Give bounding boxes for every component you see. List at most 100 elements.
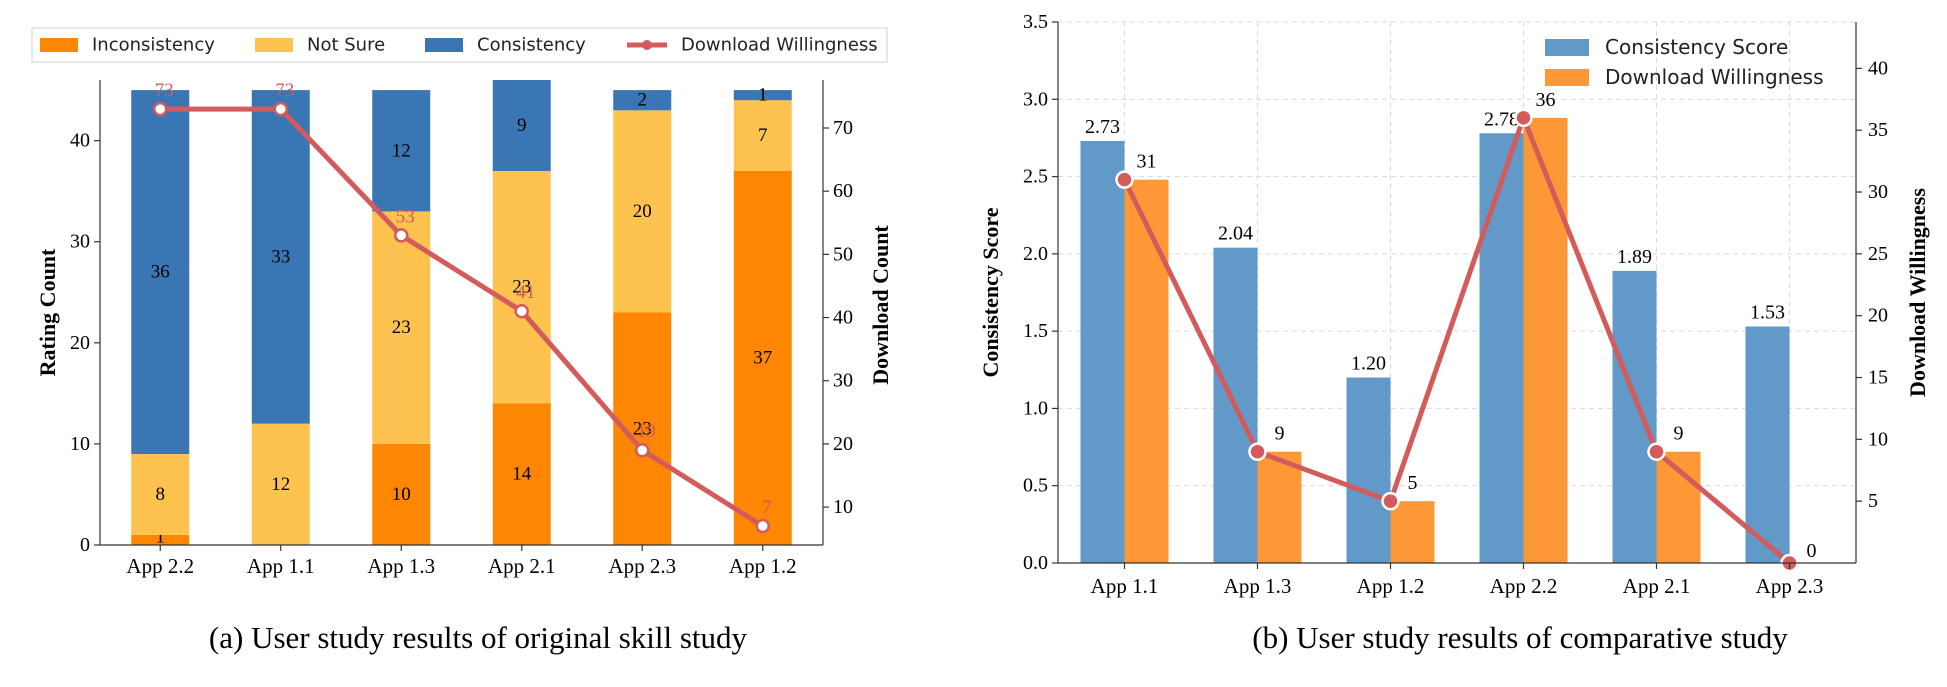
caption-a: (a) User study results of original skill… xyxy=(209,620,748,655)
legend-swatch xyxy=(1545,39,1589,56)
legend-label: Download Willingness xyxy=(681,35,878,56)
y-tick-label: 2.0 xyxy=(1023,243,1048,265)
legend-swatch xyxy=(255,38,293,52)
download-willingness-point xyxy=(755,518,770,534)
caption-b: (b) User study results of comparative st… xyxy=(1252,620,1788,655)
legend-label: Consistency xyxy=(477,35,586,56)
bar-value-label: 2.04 xyxy=(1218,223,1253,245)
legend-swatch-marker xyxy=(642,40,652,50)
download-willingness-point xyxy=(394,228,409,243)
bar-value-label: 9 xyxy=(517,115,527,136)
y2-axis-label: Download Count xyxy=(868,225,893,385)
bar-consistency xyxy=(251,90,310,424)
bar-consistency xyxy=(131,90,190,455)
download-willingness-label: 41 xyxy=(516,282,535,303)
x-tick-label: App 1.2 xyxy=(729,554,797,578)
bar-consistency-score xyxy=(1346,377,1391,563)
bar-inconsistency xyxy=(733,170,792,545)
y2-tick-label: 35 xyxy=(1868,119,1888,141)
bar-consistency-score xyxy=(1479,133,1524,563)
bar-value-label: 2.73 xyxy=(1085,116,1120,138)
y2-tick-label: 5 xyxy=(1868,490,1878,512)
download-willingness-line xyxy=(1122,115,1792,565)
y2-tick-label: 10 xyxy=(1868,428,1888,450)
download-willingness-label: 36 xyxy=(1536,89,1556,111)
x-tick-label: App 2.1 xyxy=(1623,574,1691,598)
bar-not-sure xyxy=(131,454,190,535)
bar-value-label: 10 xyxy=(392,484,411,505)
y-tick-label: 3.0 xyxy=(1023,88,1048,110)
download-willingness-line xyxy=(160,106,765,529)
download-willingness-point xyxy=(1647,442,1666,461)
x-tick-label: App 1.1 xyxy=(247,554,315,578)
y-tick-label: 1.5 xyxy=(1023,320,1048,342)
y2-tick-label: 30 xyxy=(1868,181,1888,203)
y-tick-label: 1.0 xyxy=(1023,397,1048,419)
y2-tick-label: 25 xyxy=(1868,243,1888,265)
legend-label: Download Willingness xyxy=(1605,65,1824,89)
y2-tick-label: 60 xyxy=(833,180,853,202)
bar-not-sure xyxy=(251,423,310,545)
bar-consistency xyxy=(492,80,551,171)
download-willingness-label: 73 xyxy=(155,80,174,101)
bar-not-sure xyxy=(613,110,672,313)
legend-swatch xyxy=(1545,69,1589,86)
bar-download-willingness xyxy=(1124,179,1169,564)
x-tick-label: App 1.3 xyxy=(1224,574,1292,598)
download-willingness-label: 7 xyxy=(762,497,772,518)
y-tick-label: 3.5 xyxy=(1023,11,1048,33)
bar-not-sure xyxy=(733,100,792,171)
y-tick-label: 40 xyxy=(70,130,90,152)
bar-consistency xyxy=(372,90,431,212)
y-tick-label: 20 xyxy=(70,332,90,354)
download-willingness-point xyxy=(153,101,168,117)
bar-value-label: 12 xyxy=(392,140,411,161)
x-tick-label: App 1.3 xyxy=(367,554,435,578)
bar-value-label: 1 xyxy=(156,526,166,547)
bar-value-label: 8 xyxy=(156,484,166,505)
legend-label: Inconsistency xyxy=(92,35,215,56)
bar-download-willingness xyxy=(1523,117,1568,563)
bar-consistency-score xyxy=(1080,141,1125,563)
bar-value-label: 23 xyxy=(512,277,531,298)
legend-swatch xyxy=(40,38,78,52)
y2-tick-label: 50 xyxy=(833,243,853,265)
bar-not-sure xyxy=(492,170,551,404)
x-tick-label: App 2.2 xyxy=(126,554,194,578)
y2-tick-label: 40 xyxy=(833,307,853,329)
bar-value-label: 33 xyxy=(271,246,290,267)
download-willingness-point xyxy=(635,442,650,458)
bar-value-label: 36 xyxy=(151,262,170,283)
download-willingness-point xyxy=(1514,108,1533,128)
bar-value-label: 2 xyxy=(638,90,648,111)
bar-value-label: 1.89 xyxy=(1617,246,1652,268)
bar-value-label: 2.78 xyxy=(1484,108,1519,130)
bar-download-willingness xyxy=(1390,501,1435,563)
download-willingness-point xyxy=(514,303,529,319)
chart-b: 2.73 2.04 1.20 2.78 1.89 1.53 31 9 5 36 9 0 0.0 0.5 1.… xyxy=(978,11,1930,655)
chart-a: 1836123310231214239232023771010203040102… xyxy=(31,27,893,655)
bar-value-label: 23 xyxy=(633,418,652,439)
legend-label: Consistency Score xyxy=(1605,35,1788,59)
bar-consistency-score xyxy=(1612,270,1657,563)
legend-label: Not Sure xyxy=(307,35,385,56)
bar-value-label: 1.20 xyxy=(1351,353,1386,375)
bar-value-label: 14 xyxy=(512,464,532,485)
y2-tick-label: 70 xyxy=(833,117,853,139)
bar-value-label: 1 xyxy=(758,85,768,106)
y2-tick-label: 20 xyxy=(833,433,853,455)
bar-value-label: 20 xyxy=(633,201,652,222)
y2-tick-label: 10 xyxy=(833,496,853,518)
y2-axis-label: Download Willingness xyxy=(1905,188,1930,397)
download-willingness-label: 9 xyxy=(1674,423,1684,445)
bar-inconsistency xyxy=(131,534,190,545)
y2-tick-label: 20 xyxy=(1868,305,1888,327)
legend-box xyxy=(31,27,888,63)
bar-download-willingness xyxy=(1257,451,1302,563)
y-tick-label: 30 xyxy=(70,231,90,253)
download-willingness-label: 5 xyxy=(1408,472,1418,494)
download-willingness-point xyxy=(1381,491,1400,511)
download-willingness-point xyxy=(1248,442,1267,461)
y-axis-label: Consistency Score xyxy=(978,207,1003,377)
